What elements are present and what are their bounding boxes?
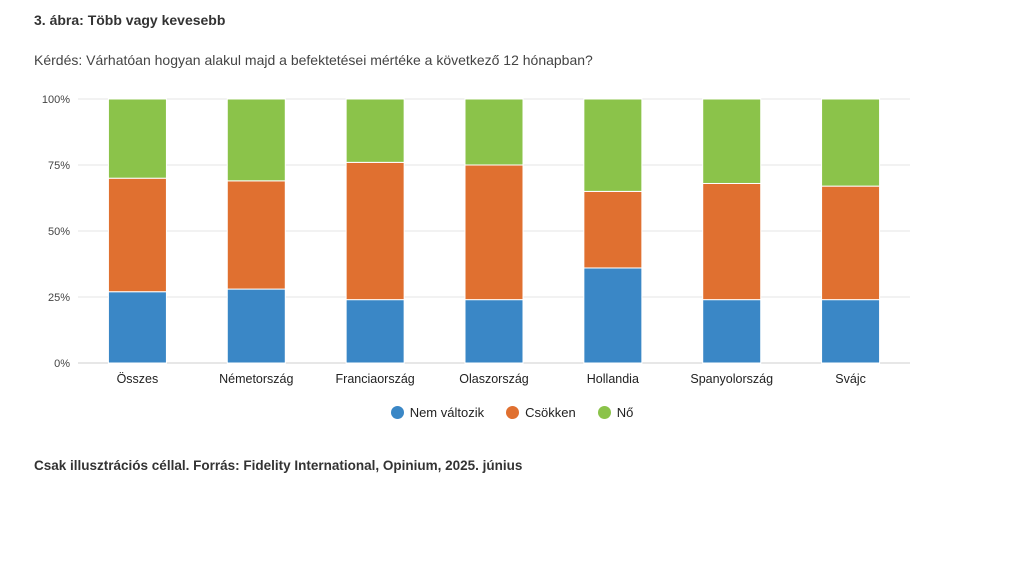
bar-segment — [226, 98, 286, 182]
y-tick-label: 50% — [48, 226, 70, 238]
bar-segment — [702, 299, 762, 364]
bar-segment — [345, 299, 405, 364]
bar-segment — [821, 185, 881, 301]
x-category-label: Olaszország — [459, 372, 529, 386]
x-category-label: Hollandia — [587, 372, 639, 386]
bar-segment — [583, 98, 643, 192]
x-category-label: Németország — [219, 372, 293, 386]
x-category-label: Franciaország — [336, 372, 415, 386]
legend-item-csokken: Csökken — [506, 405, 576, 420]
bar-segment — [583, 267, 643, 364]
bar-segment — [821, 299, 881, 364]
legend-label-nem-valtozik: Nem változik — [409, 405, 485, 420]
legend-item-nem-valtozik: Nem változik — [390, 405, 485, 420]
x-category-label: Összes — [117, 372, 159, 386]
x-category-label: Svájc — [835, 372, 866, 386]
bar-segment — [464, 299, 524, 364]
x-category-label: Spanyolország — [690, 372, 773, 386]
y-tick-label: 25% — [48, 292, 70, 304]
survey-question: Kérdés: Várhatóan hogyan alakul majd a b… — [34, 52, 593, 68]
legend-label-csokken: Csökken — [525, 405, 576, 420]
legend-swatch-csokken — [506, 406, 520, 419]
bar-segment — [464, 98, 524, 166]
bar-segment — [583, 190, 643, 269]
source-note: Csak illusztrációs céllal. Forrás: Fidel… — [34, 458, 523, 473]
figure-title: 3. ábra: Több vagy kevesebb — [34, 12, 226, 28]
legend-swatch-nem-valtozik — [390, 406, 404, 419]
bar-segment — [345, 98, 405, 163]
bar-segment — [226, 180, 286, 290]
bar-segment — [345, 161, 405, 301]
y-tick-label: 100% — [42, 94, 70, 106]
stacked-bar-chart: 0% 25% 50% 75% 100% Összes Németország Franciao… — [42, 94, 910, 386]
bar-segment — [107, 291, 167, 364]
bar-segment — [226, 288, 286, 364]
legend-item-no: Nő — [597, 405, 634, 420]
bar-segment — [107, 98, 167, 179]
y-tick-label: 0% — [54, 358, 70, 370]
y-tick-label: 75% — [48, 160, 70, 172]
legend-label-no: Nő — [616, 405, 634, 420]
legend-swatch-no — [597, 406, 611, 419]
bar-segment — [702, 98, 762, 184]
chart-legend: Nem változik Csökken Nő — [0, 405, 1024, 420]
bar-segment — [107, 177, 167, 293]
bar-segment — [464, 164, 524, 301]
bar-segment — [821, 98, 881, 187]
bar-segment — [702, 182, 762, 301]
